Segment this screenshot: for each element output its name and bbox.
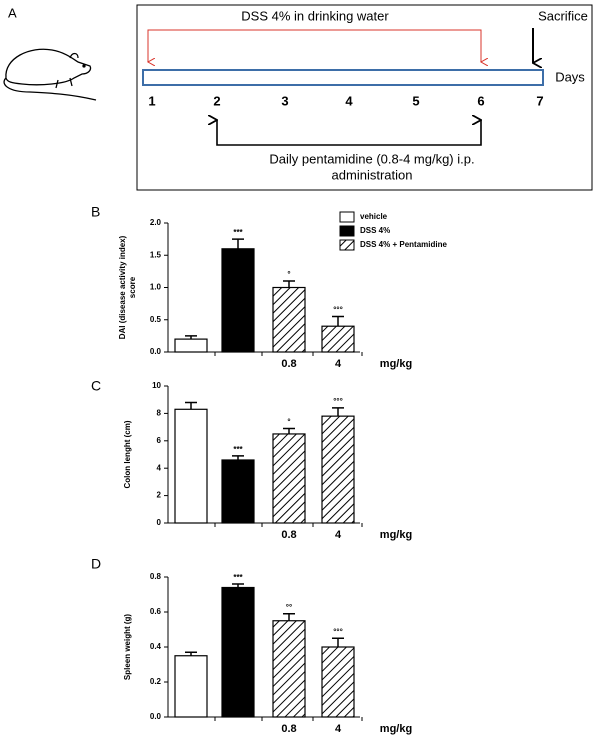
error-bar <box>232 583 244 588</box>
bar <box>321 646 355 718</box>
error-bar <box>283 613 295 621</box>
y-axis-label: Spleen weight (g) <box>123 614 132 681</box>
legend-label: vehicle <box>360 212 388 221</box>
y-tick-label: 1.0 <box>150 283 162 292</box>
bar <box>174 408 208 524</box>
sacrifice-label: Sacrifice <box>538 8 588 23</box>
bar <box>321 325 355 353</box>
day-number: 2 <box>213 93 220 108</box>
dss-bracket <box>148 29 481 62</box>
significance: °°° <box>333 306 343 315</box>
significance: °°° <box>333 627 343 636</box>
error-bar <box>332 407 344 417</box>
x-unit: mg/kg <box>380 358 412 370</box>
bar <box>272 433 306 524</box>
legend-swatch <box>339 239 355 251</box>
dss-label: DSS 4% in drinking water <box>241 8 389 23</box>
bar <box>221 248 255 353</box>
x-tick-label: 4 <box>335 723 342 735</box>
legend-swatch <box>339 211 355 223</box>
x-unit: mg/kg <box>380 529 412 541</box>
y-axis-label: DAI (disease activity index) <box>118 235 127 339</box>
y-tick-label: 1.5 <box>150 250 162 259</box>
significance: ° <box>287 418 290 427</box>
y-tick-label: 0.4 <box>150 642 162 651</box>
error-bar <box>232 238 244 249</box>
x-tick-label: 4 <box>335 529 342 541</box>
treatment-bracket <box>217 120 481 146</box>
error-bar <box>283 280 295 288</box>
significance: *** <box>233 228 243 237</box>
y-tick-label: 6 <box>157 436 162 445</box>
x-tick-label: 0.8 <box>281 723 296 735</box>
y-tick-label: 0.6 <box>150 607 162 616</box>
y-tick-label: 0.8 <box>150 572 162 581</box>
y-axis-label: Colon lenght (cm) <box>123 420 132 488</box>
y-tick-label: 10 <box>152 381 161 390</box>
bar <box>221 586 255 718</box>
bar <box>272 620 306 718</box>
day-number: 7 <box>536 93 543 108</box>
error-bar <box>185 335 197 340</box>
y-tick-label: 4 <box>157 463 162 472</box>
significance: ° <box>287 270 290 279</box>
bar <box>174 655 208 718</box>
bar <box>221 459 255 524</box>
significance: °°° <box>333 397 343 406</box>
x-tick-label: 0.8 <box>281 358 296 370</box>
y-tick-label: 0.2 <box>150 677 162 686</box>
legend-label: DSS 4% <box>360 226 390 235</box>
error-bar <box>332 315 344 327</box>
significance: °° <box>286 603 292 612</box>
bar <box>272 286 306 353</box>
day-number: 4 <box>345 93 353 108</box>
y-tick-label: 2.0 <box>150 218 162 227</box>
panel-label: D <box>91 556 101 572</box>
timeline-bar <box>142 69 544 86</box>
y-tick-label: 0.5 <box>150 315 162 324</box>
legend-swatch <box>339 225 355 237</box>
legend-label: DSS 4% + Pentamidine <box>360 240 447 249</box>
error-bar <box>232 455 244 460</box>
error-bar <box>185 651 197 656</box>
panel-label: B <box>91 204 100 220</box>
y-tick-label: 0 <box>157 518 162 527</box>
y-axis-label: score <box>128 276 137 298</box>
day-number: 5 <box>412 93 419 108</box>
days-label: Days <box>555 69 585 84</box>
error-bar <box>185 401 197 410</box>
y-tick-label: 0.0 <box>150 712 162 721</box>
y-tick-label: 0.0 <box>150 347 162 356</box>
error-bar <box>283 427 295 434</box>
panel-label: C <box>91 378 101 394</box>
treatment-label: administration <box>332 167 413 182</box>
day-number: 1 <box>148 93 155 108</box>
x-tick-label: 4 <box>335 358 342 370</box>
day-number: 6 <box>477 93 484 108</box>
x-tick-label: 0.8 <box>281 529 296 541</box>
panel-label: A <box>8 5 17 20</box>
bar <box>174 338 208 353</box>
treatment-label: Daily pentamidine (0.8-4 mg/kg) i.p. <box>269 151 474 166</box>
mouse-icon <box>3 48 97 101</box>
significance: *** <box>233 573 243 582</box>
error-bar <box>332 637 344 647</box>
significance: *** <box>233 445 243 454</box>
day-number: 3 <box>281 93 288 108</box>
y-tick-label: 2 <box>157 491 162 500</box>
bar <box>321 415 355 524</box>
y-tick-label: 8 <box>157 409 162 418</box>
timeline-frame <box>136 4 593 191</box>
x-unit: mg/kg <box>380 723 412 735</box>
